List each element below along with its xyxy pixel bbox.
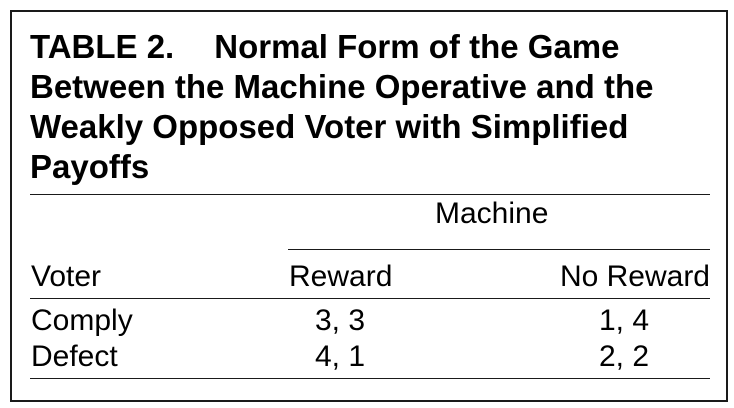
column-header-reward: Reward [289, 260, 393, 293]
table-frame [10, 10, 728, 402]
row-header-voter: Voter [31, 260, 102, 293]
row-label-defect: Defect [31, 340, 118, 373]
row-label-comply: Comply [31, 304, 133, 337]
table-label: TABLE 2. [30, 28, 175, 65]
column-header-no-reward: No Reward [559, 260, 710, 293]
header-rule [30, 298, 710, 299]
bottom-rule [30, 378, 710, 379]
cell-comply-no-reward: 1, 4 [599, 304, 650, 337]
cell-comply-reward: 3, 3 [315, 304, 366, 337]
spanner-rule [288, 249, 710, 250]
spanner-header: Machine [435, 197, 549, 230]
top-rule [30, 194, 710, 195]
cell-defect-no-reward: 2, 2 [599, 340, 650, 373]
table-caption: TABLE 2. Normal Form of the Game Between … [30, 27, 710, 187]
table-title: Normal Form of the Game Between the Mach… [30, 28, 654, 185]
cell-defect-reward: 4, 1 [315, 340, 366, 373]
